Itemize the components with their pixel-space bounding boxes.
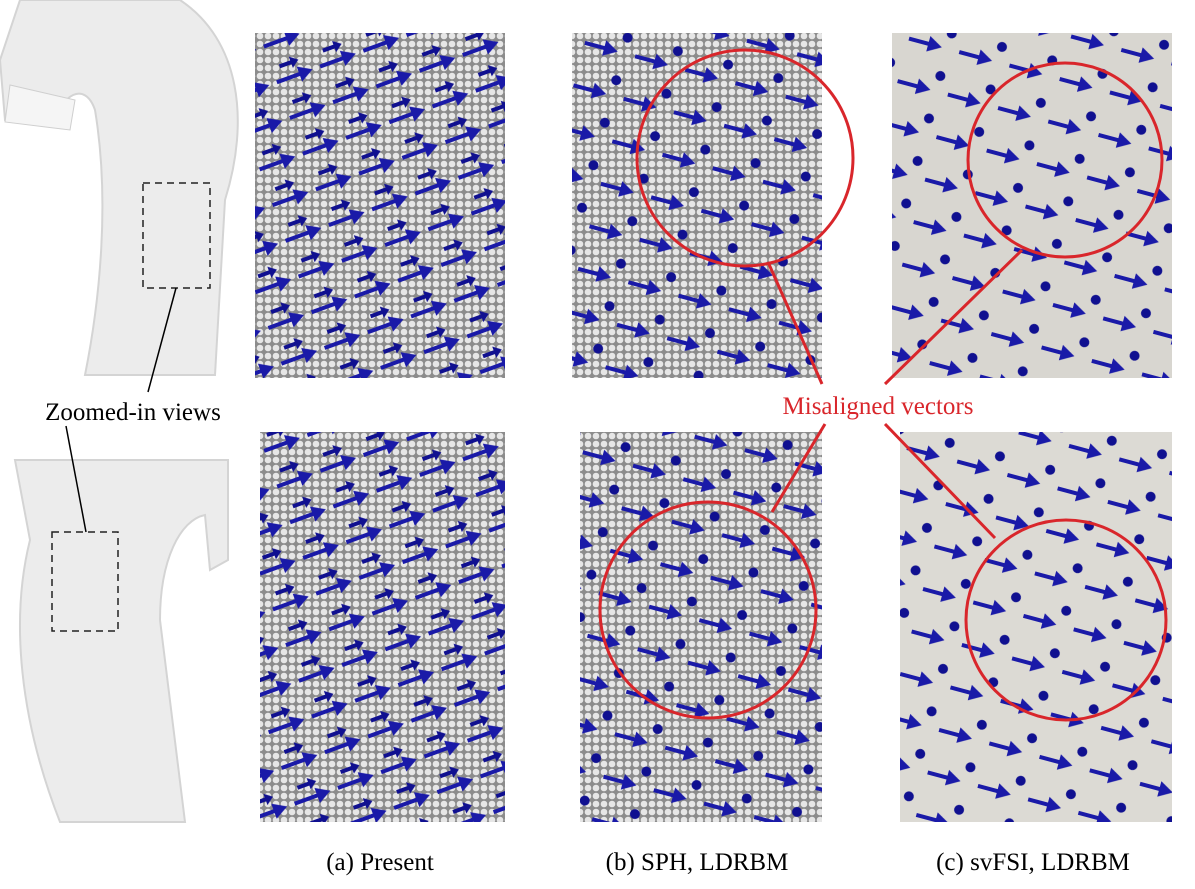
aorta-bottom (13, 459, 229, 823)
misaligned-label: Misaligned vectors (783, 393, 974, 420)
caption: (c) svFSI, LDRBM (936, 849, 1130, 876)
panels (255, 33, 1172, 822)
zoom-label: Zoomed-in views (45, 399, 221, 426)
misaligned-marks (598, 48, 1168, 722)
caption: (b) SPH, LDRBM (606, 849, 789, 876)
caption: (a) Present (326, 849, 434, 876)
aorta-top (0, 0, 239, 376)
zoom-leaders (65, 287, 177, 533)
